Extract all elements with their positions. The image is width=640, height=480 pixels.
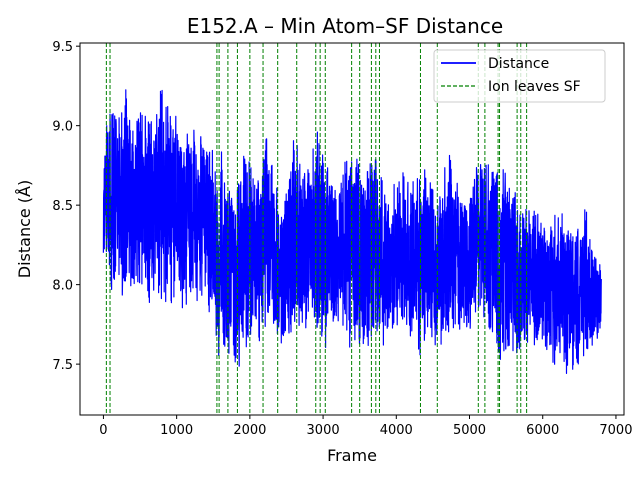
x-tick-label: 4000 — [380, 423, 413, 438]
legend-distance-label: Distance — [488, 56, 549, 72]
x-tick-label: 7000 — [599, 423, 632, 438]
x-axis-ticks: 0 1000 2000 3000 4000 5000 6000 7000 — [99, 415, 632, 438]
x-tick-label: 3000 — [307, 423, 340, 438]
y-axis-title: Distance (Å) — [15, 180, 34, 278]
series-layer — [102, 89, 602, 374]
legend-box — [433, 49, 606, 103]
x-tick-label: 5000 — [453, 423, 486, 438]
y-tick-label: 9.0 — [52, 120, 73, 135]
x-tick-label: 1000 — [160, 423, 193, 438]
x-axis-title: Frame — [327, 446, 377, 465]
y-tick-label: 8.0 — [52, 279, 73, 294]
x-tick-label: 2000 — [233, 423, 266, 438]
chart-title: E152.A – Min Atom–SF Distance — [187, 14, 503, 38]
x-tick-label: 0 — [99, 423, 107, 438]
y-axis-ticks: 7.5 8.0 8.5 9.0 9.5 — [52, 40, 80, 373]
y-tick-label: 7.5 — [52, 358, 73, 373]
ion-leaves-sf-lines — [105, 43, 528, 415]
y-tick-label: 8.5 — [52, 199, 73, 214]
y-tick-label: 9.5 — [52, 40, 73, 55]
distance-series-line — [102, 89, 602, 374]
legend-ion-label: Ion leaves SF — [488, 79, 581, 95]
legend: Distance Ion leaves SF — [433, 49, 606, 103]
x-tick-label: 6000 — [526, 423, 559, 438]
plot-frame — [79, 42, 625, 416]
plot-area — [102, 43, 602, 415]
